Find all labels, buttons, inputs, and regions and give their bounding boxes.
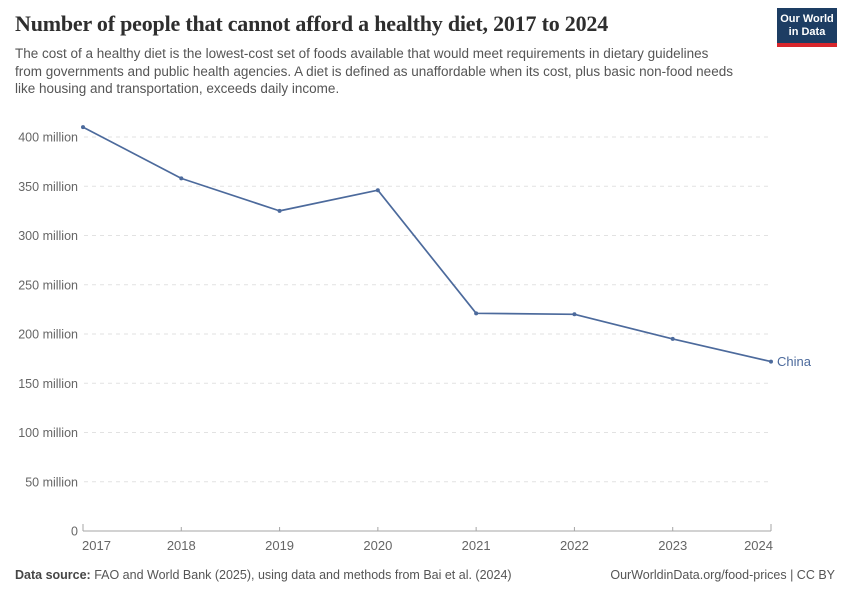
data-point[interactable] bbox=[81, 125, 85, 130]
x-tick-label: 2019 bbox=[265, 538, 294, 553]
data-point[interactable] bbox=[179, 176, 184, 181]
x-tick-label: 2024 bbox=[744, 538, 773, 553]
data-point[interactable] bbox=[277, 208, 282, 213]
x-tick-label: 2017 bbox=[82, 538, 111, 553]
x-tick-label: 2021 bbox=[462, 538, 491, 553]
data-source-label: Data source: bbox=[15, 568, 91, 582]
y-tick-label: 0 bbox=[71, 525, 78, 539]
page-title: Number of people that cannot afford a he… bbox=[15, 11, 608, 36]
x-tick-label: 2020 bbox=[363, 538, 392, 553]
chart-subtitle: The cost of a healthy diet is the lowest… bbox=[15, 46, 733, 96]
data-source: Data source: FAO and World Bank (2025), … bbox=[15, 567, 512, 583]
footer-right: OurWorldinData.org/food-prices | CC BY bbox=[610, 567, 835, 583]
y-tick-label: 350 million bbox=[18, 180, 78, 194]
owid-logo-red-bar bbox=[777, 43, 837, 47]
y-tick-label: 400 million bbox=[18, 131, 78, 145]
y-tick-label: 150 million bbox=[18, 377, 78, 391]
owid-url-link[interactable]: OurWorldinData.org/food-prices bbox=[610, 568, 787, 582]
data-point[interactable] bbox=[572, 312, 577, 317]
data-line-china[interactable] bbox=[82, 126, 772, 363]
owid-logo-line2: in Data bbox=[788, 26, 826, 38]
x-tick-label: 2022 bbox=[560, 538, 589, 553]
data-point[interactable] bbox=[670, 336, 675, 341]
chart-footer: Data source: FAO and World Bank (2025), … bbox=[15, 567, 835, 583]
x-tick-label: 2018 bbox=[167, 538, 196, 553]
license-label: CC BY bbox=[796, 568, 835, 582]
y-tick-label: 300 million bbox=[18, 229, 78, 243]
y-tick-label: 250 million bbox=[18, 278, 78, 292]
y-tick-label: 200 million bbox=[18, 328, 78, 342]
series-label[interactable]: China bbox=[777, 354, 812, 369]
owid-logo[interactable]: Our World in Data bbox=[777, 8, 837, 47]
data-source-text: FAO and World Bank (2025), using data an… bbox=[90, 568, 512, 582]
data-point[interactable] bbox=[375, 188, 380, 193]
chart-header: Number of people that cannot afford a he… bbox=[15, 10, 763, 98]
x-tick-label: 2023 bbox=[658, 538, 687, 553]
footer-separator: | bbox=[786, 568, 797, 582]
y-tick-label: 100 million bbox=[18, 426, 78, 440]
owid-logo-line1: Our World bbox=[780, 13, 834, 25]
owid-logo-text: Our World in Data bbox=[777, 8, 837, 43]
y-tick-label: 50 million bbox=[25, 475, 78, 489]
data-point[interactable] bbox=[474, 311, 479, 316]
data-point[interactable] bbox=[769, 359, 773, 364]
